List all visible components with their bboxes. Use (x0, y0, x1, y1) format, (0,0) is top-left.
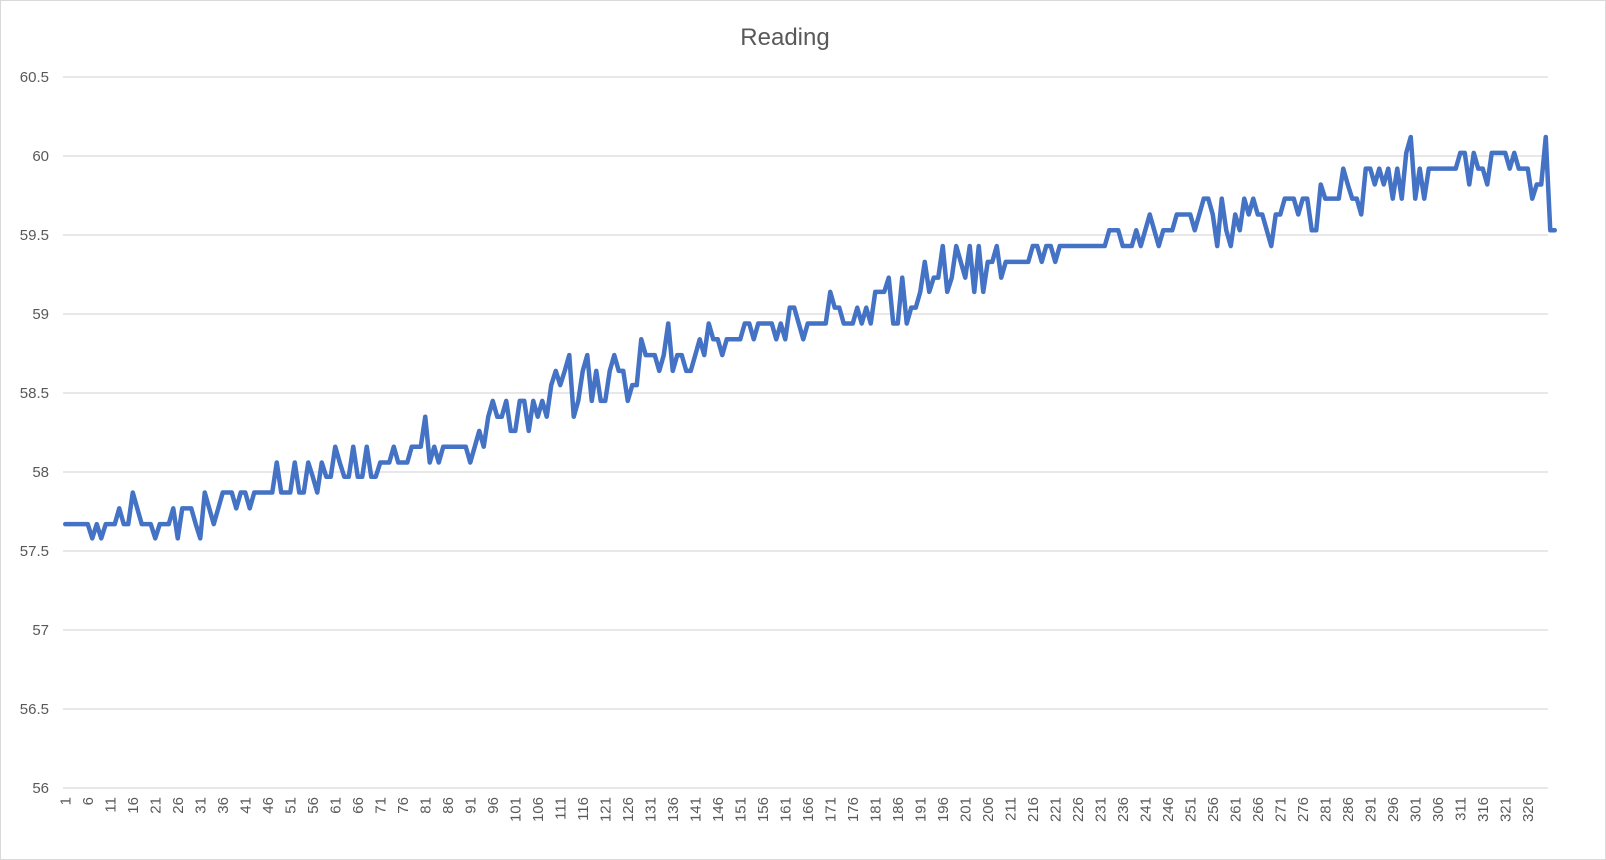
x-tick-label: 271 (1272, 797, 1289, 822)
x-tick-label: 251 (1182, 797, 1199, 822)
x-tick-label: 41 (237, 797, 254, 814)
x-tick-label: 301 (1407, 797, 1424, 822)
x-tick-label: 66 (350, 797, 367, 814)
x-tick-label: 236 (1115, 797, 1132, 822)
y-axis: 56 56.5 57 57.5 58 58.5 59 59.5 60 60.5 (20, 69, 49, 797)
x-tick-label: 26 (170, 797, 187, 814)
x-tick-label: 321 (1497, 797, 1514, 822)
x-tick-label: 261 (1227, 797, 1244, 822)
x-tick-label: 226 (1070, 797, 1087, 822)
x-tick-label: 36 (215, 797, 232, 814)
x-tick-label: 166 (800, 797, 817, 822)
x-tick-label: 91 (462, 797, 479, 814)
x-tick-label: 231 (1092, 797, 1109, 822)
y-tick-label: 59.5 (20, 227, 49, 244)
x-axis: 1 6 11 16 21 26 31 36 41 46 51 56 61 66 71 76 81 86 91 96 10… (57, 797, 1537, 822)
x-tick-label: 171 (822, 797, 839, 822)
x-tick-label: 16 (125, 797, 142, 814)
x-tick-label: 21 (147, 797, 164, 814)
x-tick-label: 326 (1520, 797, 1537, 822)
x-tick-label: 311 (1452, 797, 1469, 821)
y-tick-label: 60.5 (20, 69, 49, 86)
y-tick-label: 60 (32, 148, 49, 165)
series-layer (63, 134, 1557, 541)
x-tick-label: 256 (1205, 797, 1222, 822)
x-tick-label: 6 (80, 797, 97, 805)
x-tick-label: 186 (890, 797, 907, 822)
x-tick-label: 71 (372, 797, 389, 814)
x-tick-label: 46 (260, 797, 277, 814)
x-tick-label: 86 (440, 797, 457, 814)
x-tick-label: 1 (57, 797, 74, 805)
x-tick-label: 281 (1317, 797, 1334, 822)
y-tick-label: 57.5 (20, 543, 49, 560)
x-tick-label: 121 (597, 797, 614, 822)
x-tick-label: 291 (1362, 797, 1379, 822)
x-tick-label: 101 (507, 797, 524, 822)
y-tick-label: 59 (32, 306, 49, 323)
gridlines (63, 76, 1548, 789)
x-tick-label: 286 (1340, 797, 1357, 822)
x-tick-label: 131 (642, 797, 659, 822)
x-tick-label: 76 (395, 797, 412, 814)
x-tick-label: 56 (305, 797, 322, 814)
x-tick-label: 126 (620, 797, 637, 822)
x-tick-label: 181 (867, 797, 884, 822)
x-tick-label: 96 (485, 797, 502, 814)
x-tick-label: 276 (1295, 797, 1312, 822)
x-tick-label: 31 (192, 797, 209, 814)
x-tick-label: 176 (845, 797, 862, 822)
x-tick-label: 161 (777, 797, 794, 822)
x-tick-label: 136 (665, 797, 682, 822)
x-tick-label: 11 (102, 797, 119, 813)
x-tick-label: 316 (1475, 797, 1492, 822)
x-tick-label: 211 (1002, 797, 1019, 821)
x-tick-label: 196 (935, 797, 952, 822)
x-tick-label: 116 (575, 797, 592, 821)
y-tick-label: 57 (32, 622, 49, 639)
x-tick-label: 296 (1385, 797, 1402, 822)
y-tick-label: 56.5 (20, 701, 49, 718)
x-tick-label: 111 (552, 797, 569, 820)
y-tick-label: 58 (32, 464, 49, 481)
x-tick-label: 221 (1047, 797, 1064, 822)
chart-title: Reading (740, 24, 829, 51)
series-line (63, 134, 1557, 541)
x-tick-label: 216 (1025, 797, 1042, 822)
x-tick-label: 246 (1160, 797, 1177, 822)
x-tick-label: 106 (530, 797, 547, 822)
x-tick-label: 61 (327, 797, 344, 814)
x-tick-label: 141 (687, 797, 704, 822)
x-tick-label: 266 (1250, 797, 1267, 822)
x-tick-label: 206 (980, 797, 997, 822)
x-tick-label: 241 (1137, 797, 1154, 822)
x-tick-label: 151 (732, 797, 749, 822)
y-tick-label: 56 (32, 780, 49, 797)
x-tick-label: 51 (282, 797, 299, 814)
x-tick-label: 306 (1430, 797, 1447, 822)
x-tick-label: 156 (755, 797, 772, 822)
x-tick-label: 191 (912, 797, 929, 822)
x-tick-label: 201 (957, 797, 974, 822)
y-tick-label: 58.5 (20, 385, 49, 402)
x-tick-label: 81 (417, 797, 434, 814)
x-tick-label: 146 (710, 797, 727, 822)
